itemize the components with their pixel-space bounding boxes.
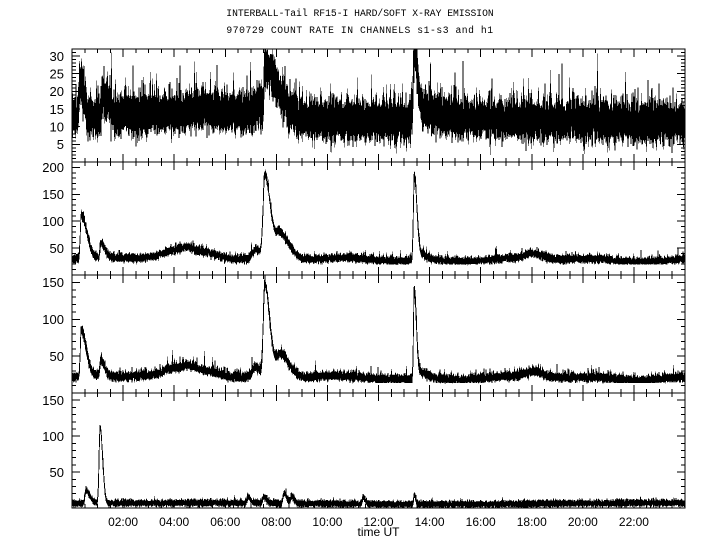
svg-text:50: 50 — [50, 465, 64, 480]
svg-text:150: 150 — [42, 187, 64, 202]
svg-text:200: 200 — [42, 160, 64, 175]
svg-text:150: 150 — [42, 393, 64, 408]
svg-text:150: 150 — [42, 275, 64, 290]
svg-text:50: 50 — [50, 349, 64, 364]
svg-text:10: 10 — [50, 119, 64, 134]
svg-text:25: 25 — [50, 67, 64, 82]
svg-text:100: 100 — [42, 312, 64, 327]
svg-text:15: 15 — [50, 102, 64, 117]
svg-text:100: 100 — [42, 429, 64, 444]
svg-text:30: 30 — [50, 49, 64, 64]
svg-text:50: 50 — [50, 241, 64, 256]
svg-text:20: 20 — [50, 84, 64, 99]
svg-text:5: 5 — [57, 137, 64, 152]
svg-text:100: 100 — [42, 214, 64, 229]
